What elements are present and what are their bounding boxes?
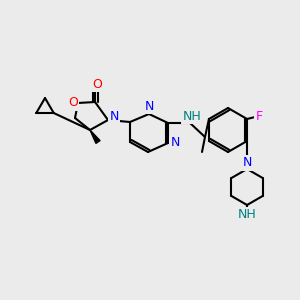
Text: N: N (170, 136, 180, 149)
Text: N: N (242, 157, 252, 169)
Text: N: N (144, 100, 154, 112)
Text: NH: NH (238, 208, 256, 221)
Text: O: O (68, 97, 78, 110)
Text: O: O (92, 77, 102, 91)
Text: NH: NH (183, 110, 201, 122)
Polygon shape (90, 130, 100, 143)
Text: F: F (256, 110, 262, 124)
Text: N: N (109, 110, 119, 124)
